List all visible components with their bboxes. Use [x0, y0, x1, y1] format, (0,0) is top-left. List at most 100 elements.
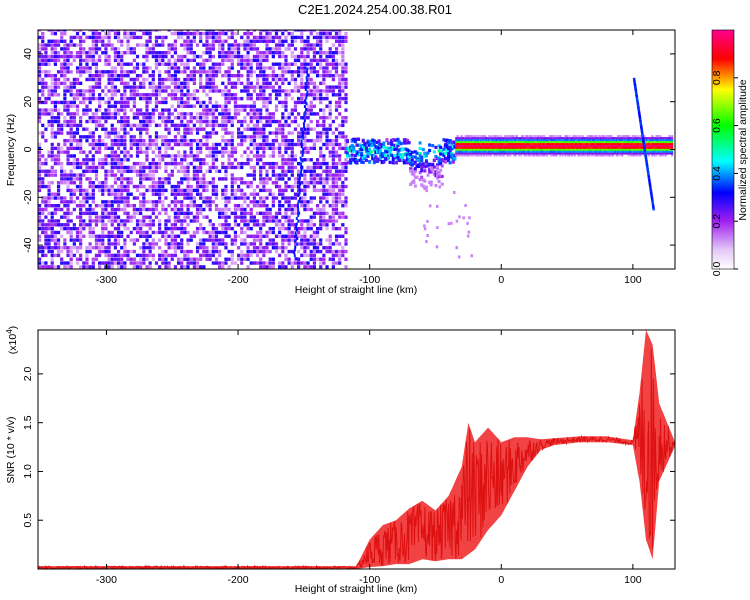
spectrogram-cell [60, 112, 64, 116]
spectrogram-cell [50, 223, 54, 227]
spectrogram-cell [325, 131, 329, 135]
spectrogram-cell [476, 144, 479, 147]
spectrogram-cell [297, 234, 301, 238]
spectrogram-cell [455, 140, 458, 144]
spectrogram-cell [259, 35, 263, 40]
spectrogram-cell [195, 158, 200, 162]
spectrogram-cell [139, 234, 143, 238]
spectrogram-cell [53, 104, 57, 108]
spectrogram-cell [252, 70, 256, 74]
spectrogram-cell [69, 81, 73, 86]
spectrogram-cell [63, 93, 67, 97]
spectrogram-cell [468, 140, 471, 144]
spectrogram-cell [91, 226, 95, 231]
spectrogram-cell [82, 261, 86, 265]
spectrogram-cell [255, 211, 260, 216]
spectrogram-cell [167, 58, 171, 63]
spectrogram-cell [309, 93, 313, 97]
spectrogram-cell [214, 142, 219, 147]
spectrogram-cell [463, 152, 466, 155]
spectrogram-cell [120, 150, 124, 154]
spectrogram-cell [303, 138, 307, 143]
spectrogram-cell [473, 148, 476, 151]
spectrogram-cell [110, 138, 114, 143]
spectrogram-cell [116, 35, 121, 40]
spectrogram-cell [113, 207, 118, 212]
spectrogram-cell [173, 39, 178, 43]
spectrogram-cell [309, 253, 313, 258]
spectrogram-cell [396, 157, 400, 161]
spectrogram-cell [211, 249, 215, 254]
spectrogram-cell [249, 96, 253, 101]
spectrogram-cell [455, 219, 459, 223]
spectrogram-cell [50, 112, 54, 116]
spectrogram-cell [85, 192, 89, 196]
spectrogram-cell [195, 165, 200, 170]
spectrogram-cell [306, 93, 310, 97]
spectrogram-cell [383, 149, 387, 153]
spectrogram-cell [224, 165, 228, 170]
spectrogram-cell [110, 154, 114, 158]
spectrogram-cell [319, 200, 323, 204]
spectrogram-cell [139, 85, 143, 89]
spectrogram-cell [101, 158, 105, 162]
spectrogram-cell [341, 165, 345, 170]
spectrogram-cell [63, 261, 67, 265]
spectrogram-cell [459, 146, 462, 149]
spectrogram-cell [341, 35, 345, 40]
spectrogram-cell [442, 138, 446, 142]
spectrogram-cell [38, 154, 42, 158]
spectrogram-cell [405, 148, 409, 152]
spectrogram-cell [268, 249, 272, 254]
spectrogram-cell [328, 85, 332, 89]
spectrogram-cell [69, 100, 73, 105]
spectrogram-cell [145, 108, 149, 112]
spectrogram-cell [498, 154, 501, 157]
spectrogram-cell [123, 200, 127, 204]
spectrogram-cell [63, 177, 67, 181]
spectrogram-cell [148, 207, 152, 212]
spectrogram-cell [208, 35, 212, 40]
spectrogram-cell [227, 51, 231, 55]
spectrogram-cell [211, 77, 215, 82]
spectrogram-cell [47, 265, 51, 269]
spectrogram-cell [110, 73, 114, 78]
spectrogram-cell [315, 39, 320, 43]
spectrogram-cell [453, 145, 457, 149]
spectrogram-cell [173, 81, 178, 86]
spectrogram-cell [290, 219, 294, 223]
spectrogram-cell [129, 89, 133, 93]
spectrogram-cell [471, 144, 474, 147]
spectrogram-cell [189, 119, 193, 124]
spectrogram-cell [88, 184, 92, 189]
spectrogram-cell [230, 150, 234, 154]
spectrogram-cell [450, 153, 454, 157]
spectrogram-cell [325, 161, 329, 166]
spectrogram-cell [328, 246, 332, 250]
spectrogram-cell [309, 127, 313, 131]
spectrogram-cell [176, 100, 181, 105]
spectrogram-cell [230, 35, 234, 40]
spectrogram-cell [82, 31, 86, 36]
spectrogram-marks [38, 30, 674, 269]
spectrogram-cell [271, 47, 275, 51]
spectrogram-cell [154, 138, 159, 143]
spectrogram-cell [94, 142, 99, 147]
spectrogram-cell [98, 253, 102, 258]
spectrogram-cell [457, 138, 461, 142]
spectrogram-cell [110, 30, 114, 32]
spectrogram-cell [240, 62, 244, 66]
spectrogram-cell [98, 142, 102, 147]
spectrogram-cell [322, 196, 326, 200]
spectrogram-cell [467, 154, 470, 157]
spectrogram-cell [75, 108, 80, 112]
spectrogram-cell [145, 77, 149, 82]
spectrogram-cell [145, 123, 149, 128]
spectrogram-cell [132, 207, 136, 212]
spectrogram-cell [221, 47, 225, 51]
spectrogram-cell [443, 156, 447, 160]
spectrogram-cell [60, 207, 64, 212]
spectrogram-cell [476, 135, 479, 138]
spectrogram-cell [110, 161, 114, 166]
spectrogram-cell [331, 43, 335, 47]
